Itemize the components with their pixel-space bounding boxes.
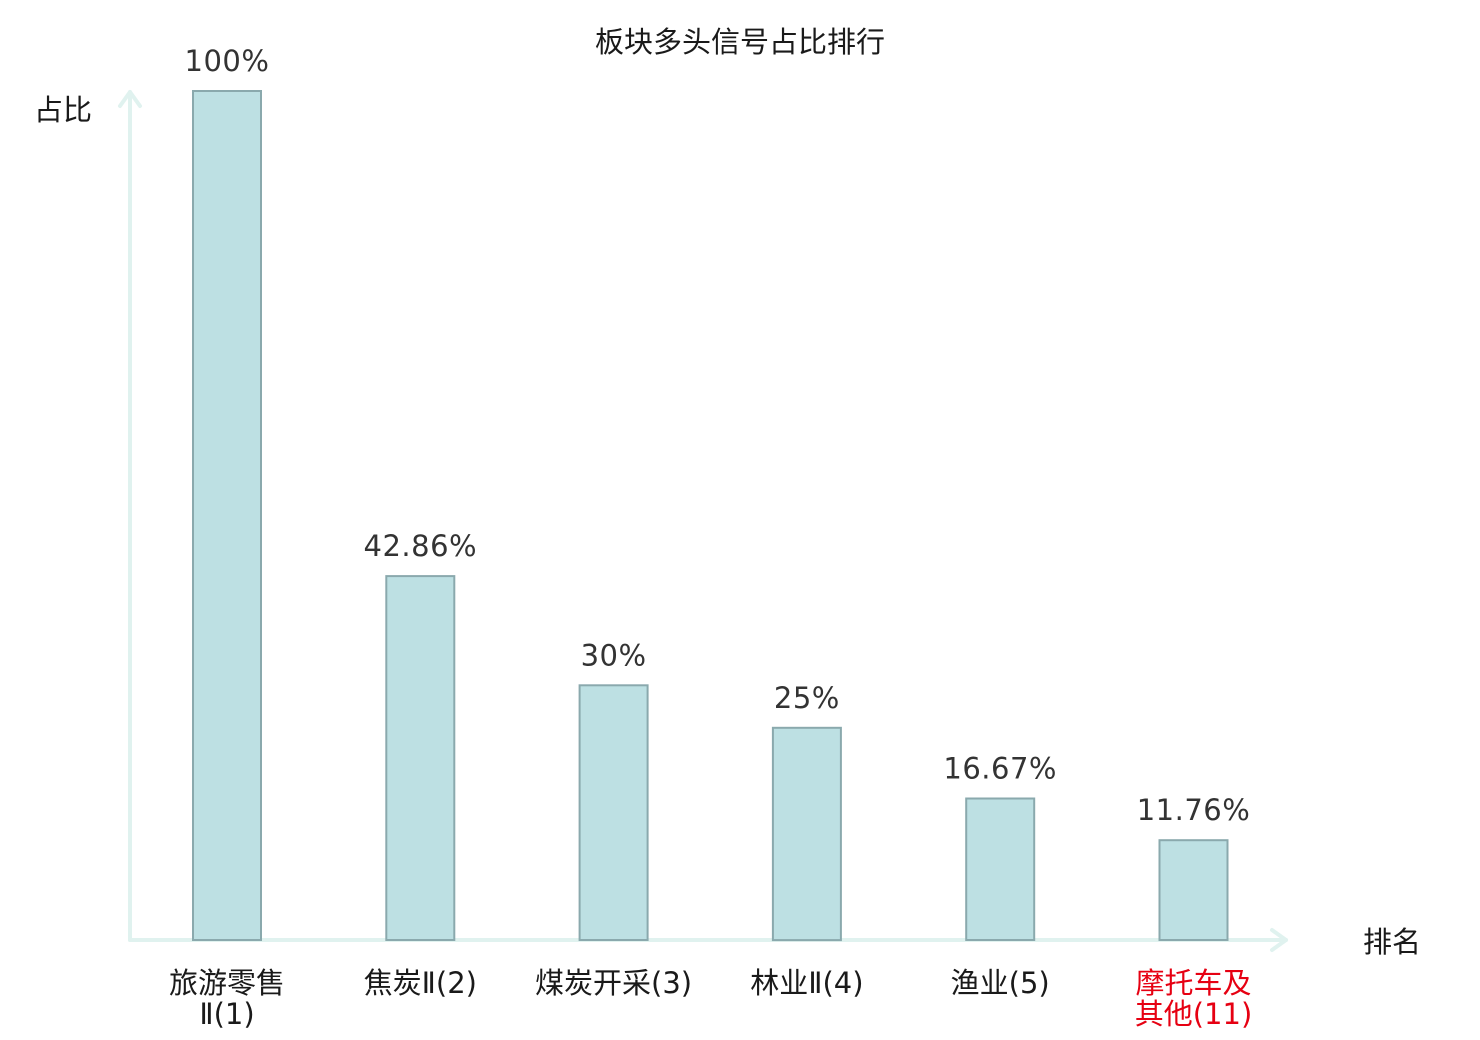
- x-tick-label: 渔业(5): [951, 966, 1050, 1000]
- data-label: 42.86%: [364, 529, 478, 563]
- bar: [385, 575, 456, 941]
- bar: [771, 726, 842, 942]
- value-labels-group: 100% 42.86% 30% 25% 16.67% 11.76%: [185, 44, 1251, 827]
- x-tick-label: 林业Ⅱ(4): [750, 966, 863, 1000]
- x-tick-label: 煤炭开采(3): [535, 966, 692, 1000]
- x-tick-label: 焦炭Ⅱ(2): [364, 966, 477, 1000]
- data-label: 25%: [774, 681, 840, 715]
- y-axis-arrow: [118, 90, 142, 108]
- bar: [1158, 839, 1229, 942]
- bar: [965, 797, 1036, 941]
- x-axis-arrow: [1270, 928, 1288, 952]
- data-label: 16.67%: [943, 752, 1057, 786]
- y-axis-title: 占比: [34, 93, 92, 127]
- data-label: 11.76%: [1137, 793, 1251, 827]
- bars-group: [192, 90, 1229, 942]
- chart-title: 板块多头信号占比排行: [595, 25, 885, 59]
- x-tick-label: 摩托车及: [1135, 966, 1251, 1000]
- data-label: 100%: [185, 44, 270, 78]
- x-tick-label: 旅游零售: [169, 966, 285, 1000]
- axes: [118, 90, 1288, 952]
- bar: [192, 90, 262, 941]
- x-tick-label: Ⅱ(1): [199, 997, 254, 1031]
- data-label: 30%: [581, 638, 647, 672]
- bar: [578, 684, 649, 941]
- x-tick-label: 其他(11): [1135, 997, 1253, 1031]
- x-axis-title: 排名: [1363, 925, 1421, 959]
